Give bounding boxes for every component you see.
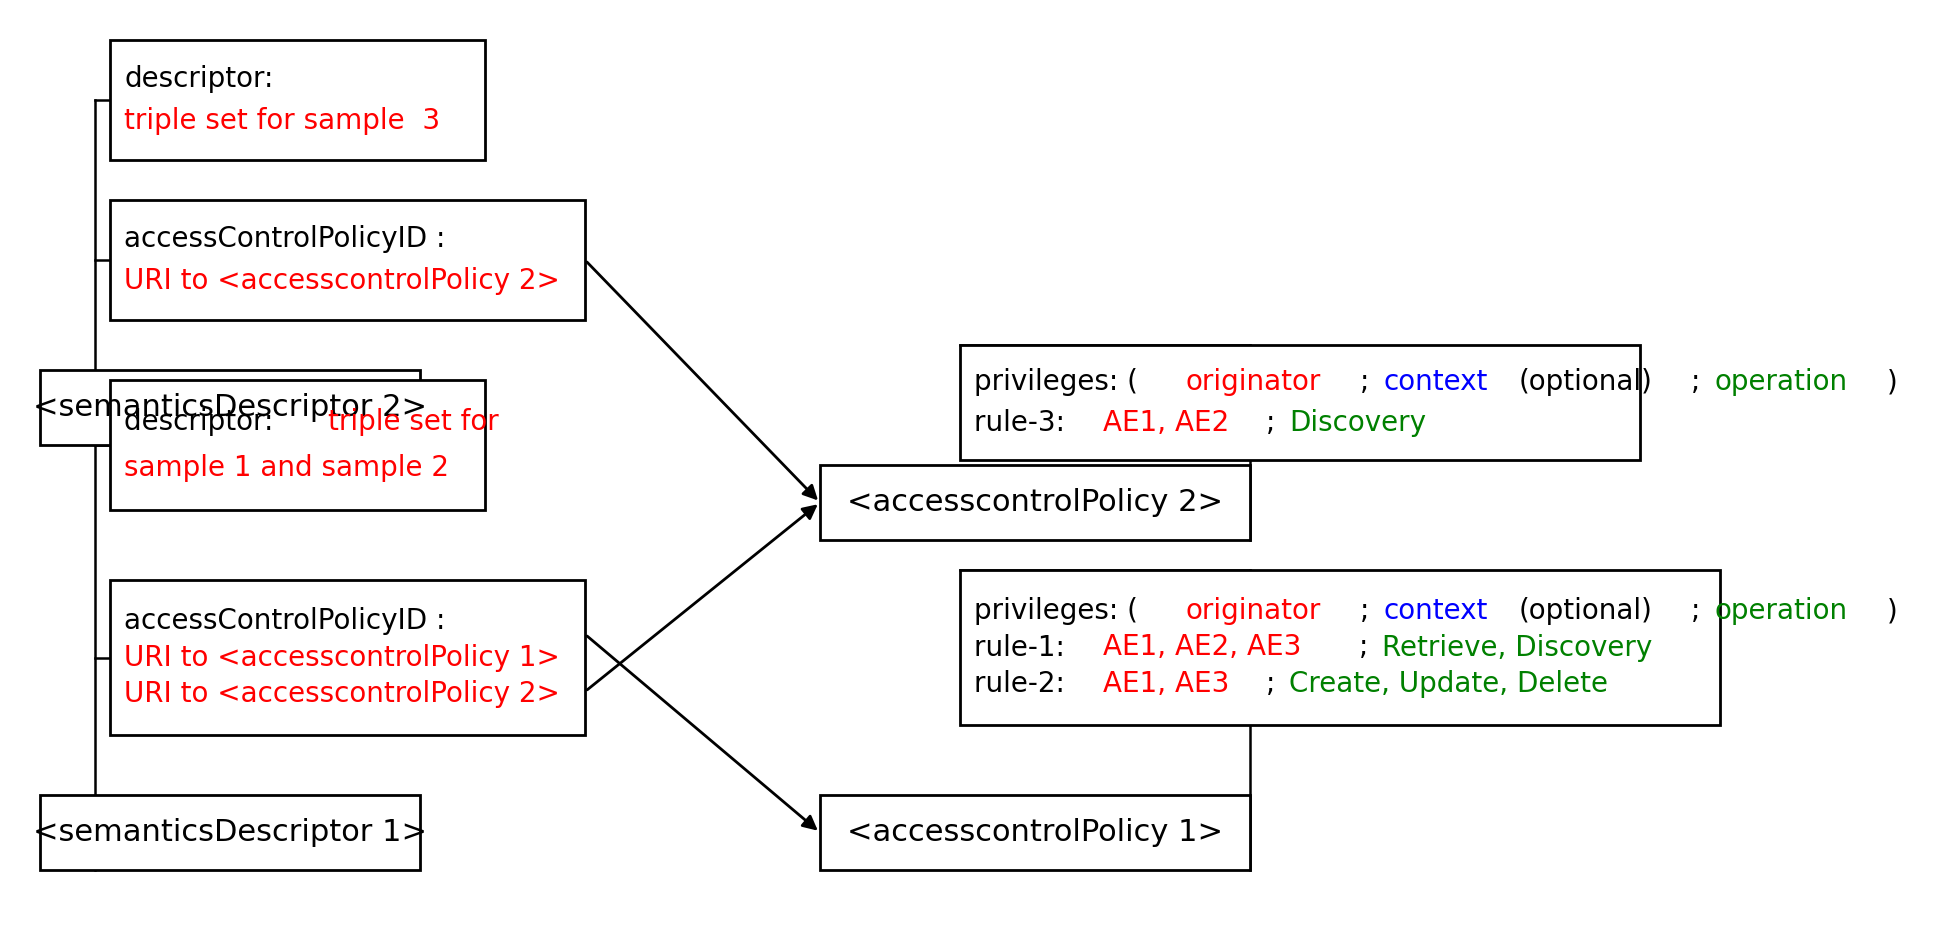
- Text: URI to <accesscontrolPolicy 2>: URI to <accesscontrolPolicy 2>: [123, 267, 561, 295]
- Text: operation: operation: [1715, 369, 1848, 397]
- Text: ;: ;: [1360, 597, 1378, 625]
- FancyBboxPatch shape: [110, 40, 484, 160]
- Text: (optional): (optional): [1519, 597, 1652, 625]
- Text: originator: originator: [1186, 369, 1321, 397]
- Text: <accesscontrolPolicy 1>: <accesscontrolPolicy 1>: [847, 818, 1223, 847]
- Text: Create, Update, Delete: Create, Update, Delete: [1290, 670, 1609, 698]
- Text: privileges: (: privileges: (: [974, 369, 1139, 397]
- Text: descriptor:: descriptor:: [123, 409, 282, 437]
- Text: ;: ;: [1360, 369, 1378, 397]
- Text: ): ): [1886, 369, 1897, 397]
- Text: AE1, AE3: AE1, AE3: [1103, 670, 1229, 698]
- Text: privileges: (: privileges: (: [974, 597, 1139, 625]
- Text: (optional): (optional): [1519, 369, 1652, 397]
- Text: originator: originator: [1186, 597, 1321, 625]
- Text: ;: ;: [1266, 409, 1284, 437]
- Text: triple set for sample  3: triple set for sample 3: [123, 107, 441, 135]
- Text: accessControlPolicyID :: accessControlPolicyID :: [123, 607, 445, 635]
- Text: rule-1:: rule-1:: [974, 634, 1074, 661]
- Text: ): ): [1886, 597, 1897, 625]
- Text: context: context: [1384, 597, 1488, 625]
- FancyBboxPatch shape: [39, 370, 419, 445]
- Text: URI to <accesscontrolPolicy 1>: URI to <accesscontrolPolicy 1>: [123, 644, 561, 672]
- Text: descriptor:: descriptor:: [123, 65, 272, 93]
- Text: sample 1 and sample 2: sample 1 and sample 2: [123, 453, 449, 481]
- Text: ;: ;: [1691, 369, 1709, 397]
- FancyBboxPatch shape: [110, 200, 584, 320]
- FancyBboxPatch shape: [110, 380, 484, 510]
- Text: context: context: [1384, 369, 1488, 397]
- Text: Retrieve, Discovery: Retrieve, Discovery: [1382, 634, 1652, 661]
- Text: <accesscontrolPolicy 2>: <accesscontrolPolicy 2>: [847, 488, 1223, 517]
- FancyBboxPatch shape: [819, 465, 1250, 540]
- FancyBboxPatch shape: [39, 795, 419, 870]
- Text: ;: ;: [1266, 670, 1284, 698]
- Text: rule-3:: rule-3:: [974, 409, 1074, 437]
- Text: AE1, AE2, AE3: AE1, AE2, AE3: [1103, 634, 1301, 661]
- Text: <semanticsDescriptor 2>: <semanticsDescriptor 2>: [33, 393, 427, 422]
- FancyBboxPatch shape: [110, 580, 584, 735]
- FancyBboxPatch shape: [960, 345, 1641, 460]
- Text: Discovery: Discovery: [1290, 409, 1427, 437]
- FancyBboxPatch shape: [960, 570, 1721, 725]
- Text: triple set for: triple set for: [327, 409, 500, 437]
- Text: accessControlPolicyID :: accessControlPolicyID :: [123, 225, 445, 253]
- Text: AE1, AE2: AE1, AE2: [1103, 409, 1229, 437]
- FancyBboxPatch shape: [819, 795, 1250, 870]
- Text: rule-2:: rule-2:: [974, 670, 1074, 698]
- Text: ;: ;: [1358, 634, 1378, 661]
- Text: operation: operation: [1715, 597, 1848, 625]
- Text: ;: ;: [1691, 597, 1709, 625]
- Text: URI to <accesscontrolPolicy 2>: URI to <accesscontrolPolicy 2>: [123, 679, 561, 707]
- Text: <semanticsDescriptor 1>: <semanticsDescriptor 1>: [33, 818, 427, 847]
